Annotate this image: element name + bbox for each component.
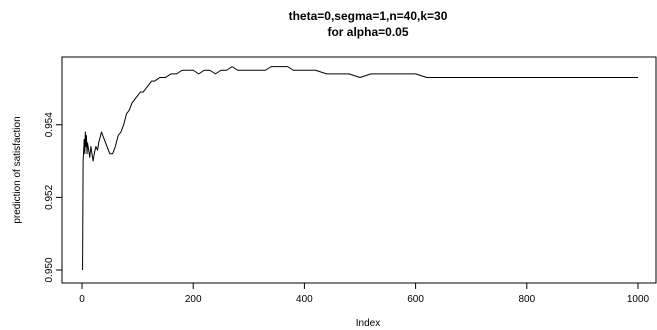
y-axis: 0.950 0.952 0.954 bbox=[44, 112, 63, 283]
x-tick-label: 200 bbox=[185, 294, 202, 305]
chart-title-line-1: theta=0,segma=1,n=40,k=30 bbox=[289, 9, 448, 23]
plot-area-box bbox=[61, 56, 657, 284]
x-tick-label: 1000 bbox=[627, 294, 650, 305]
x-tick-label: 400 bbox=[296, 294, 313, 305]
x-tick-label: 0 bbox=[79, 294, 85, 305]
y-tick-label: 0.950 bbox=[44, 257, 55, 282]
x-axis: 0 200 400 600 800 1000 bbox=[79, 282, 650, 305]
y-tick-label: 0.954 bbox=[44, 112, 55, 137]
y-axis-label: prediction of satisfaction bbox=[12, 116, 23, 223]
x-tick-label: 800 bbox=[518, 294, 535, 305]
chart-title-line-2: for alpha=0.05 bbox=[327, 25, 408, 39]
series-line bbox=[82, 66, 638, 271]
y-tick-label: 0.952 bbox=[44, 184, 55, 209]
x-tick-label: 600 bbox=[407, 294, 424, 305]
x-axis-label: Index bbox=[356, 318, 380, 329]
